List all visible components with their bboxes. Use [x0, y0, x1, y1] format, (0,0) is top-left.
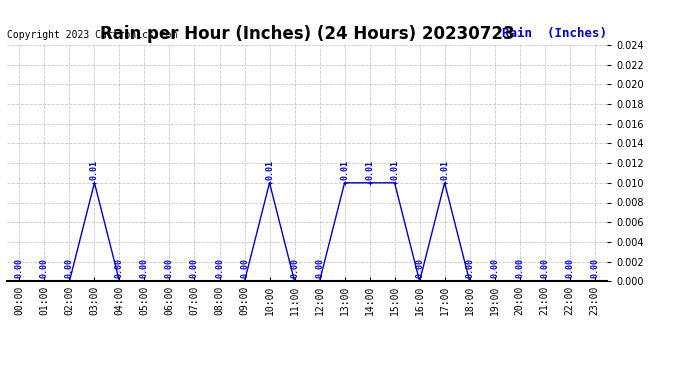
- Text: 0.01: 0.01: [340, 160, 349, 180]
- Text: 0.00: 0.00: [40, 258, 49, 279]
- Text: 0.00: 0.00: [165, 258, 174, 279]
- Text: 0.00: 0.00: [490, 258, 499, 279]
- Text: 0.01: 0.01: [90, 160, 99, 180]
- Text: 0.00: 0.00: [190, 258, 199, 279]
- Text: Copyright 2023 Cartronics.com: Copyright 2023 Cartronics.com: [7, 30, 177, 40]
- Text: 0.00: 0.00: [240, 258, 249, 279]
- Text: 0.00: 0.00: [15, 258, 24, 279]
- Text: 0.00: 0.00: [565, 258, 574, 279]
- Text: 0.00: 0.00: [290, 258, 299, 279]
- Text: Rain  (Inches): Rain (Inches): [502, 27, 607, 40]
- Text: 0.00: 0.00: [315, 258, 324, 279]
- Text: 0.01: 0.01: [390, 160, 399, 180]
- Title: Rain per Hour (Inches) (24 Hours) 20230723: Rain per Hour (Inches) (24 Hours) 202307…: [100, 26, 514, 44]
- Text: 0.01: 0.01: [265, 160, 274, 180]
- Text: 0.00: 0.00: [515, 258, 524, 279]
- Text: 0.00: 0.00: [140, 258, 149, 279]
- Text: 0.00: 0.00: [465, 258, 474, 279]
- Text: 0.01: 0.01: [440, 160, 449, 180]
- Text: 0.00: 0.00: [65, 258, 74, 279]
- Text: 0.00: 0.00: [415, 258, 424, 279]
- Text: 0.00: 0.00: [590, 258, 599, 279]
- Text: 0.00: 0.00: [540, 258, 549, 279]
- Text: 0.01: 0.01: [365, 160, 374, 180]
- Text: 0.00: 0.00: [115, 258, 124, 279]
- Text: 0.00: 0.00: [215, 258, 224, 279]
